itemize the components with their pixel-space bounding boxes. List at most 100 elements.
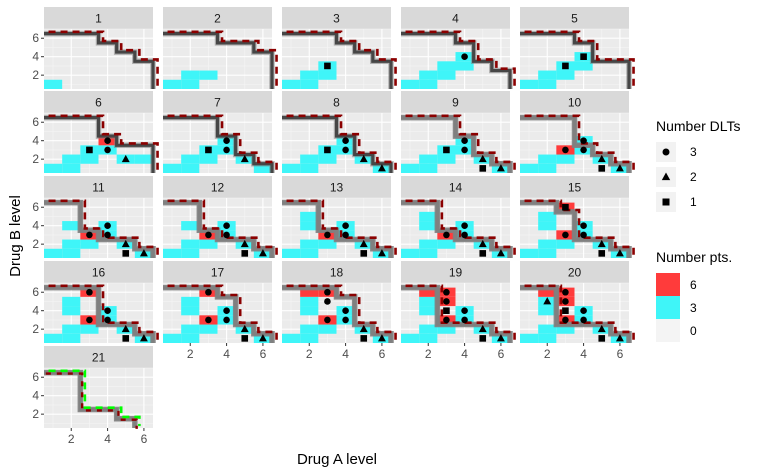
tile-cell bbox=[419, 79, 438, 89]
facet-strip bbox=[163, 7, 272, 29]
estimated-contour bbox=[286, 114, 397, 172]
facet-strip bbox=[44, 91, 153, 113]
dlt-point bbox=[562, 307, 569, 314]
y-tick-label: 6 bbox=[32, 285, 39, 299]
facet-panel-18: 18 bbox=[282, 261, 397, 343]
estimated-contour bbox=[524, 114, 635, 172]
dlt-point bbox=[121, 154, 130, 163]
facet-strip bbox=[401, 176, 510, 198]
tile-cell bbox=[401, 163, 420, 173]
dlt-point bbox=[86, 231, 93, 239]
dlt-point bbox=[104, 137, 111, 144]
dlt-point bbox=[580, 137, 587, 144]
tile-cell bbox=[80, 239, 99, 249]
y-tick-label: 4 bbox=[32, 219, 39, 233]
facet-strip bbox=[520, 91, 629, 113]
mtd-boundary-band bbox=[163, 114, 275, 173]
estimated-contour bbox=[405, 114, 516, 172]
facet-strip-label: 12 bbox=[211, 181, 225, 195]
tile-cell bbox=[300, 248, 319, 258]
facet-panel-3: 3 bbox=[282, 7, 397, 89]
dlt-point bbox=[377, 249, 386, 257]
dlt-point bbox=[461, 146, 468, 154]
y-tick-label: 4 bbox=[32, 134, 39, 148]
mtd-boundary-band bbox=[282, 114, 394, 173]
tile-cell bbox=[419, 154, 438, 164]
dlt-point bbox=[580, 53, 587, 60]
y-tick-label: 4 bbox=[32, 304, 39, 318]
facet-strip-label: 11 bbox=[92, 181, 105, 195]
tile-cell bbox=[419, 333, 438, 343]
facet-strip-label: 6 bbox=[95, 96, 102, 110]
dlt-point bbox=[121, 239, 130, 248]
tile-cell bbox=[455, 61, 474, 71]
dlt-point bbox=[241, 250, 249, 257]
dlt-point bbox=[324, 288, 331, 296]
y-tick-label: 2 bbox=[32, 407, 39, 421]
tile-cell bbox=[300, 211, 319, 222]
tile-cell bbox=[62, 221, 81, 231]
dlt-point bbox=[562, 231, 569, 239]
facet-panel-7: 7 bbox=[163, 91, 278, 173]
estimated-contour bbox=[48, 284, 159, 342]
facet-panel-16: 16 2 4 6 bbox=[32, 261, 159, 343]
facet-strip-label: 17 bbox=[211, 266, 225, 280]
tile-cell bbox=[300, 163, 319, 173]
legend-pts-title: Number pts. bbox=[656, 249, 732, 265]
dlt-point bbox=[461, 316, 468, 324]
mtd-boundary-band bbox=[401, 114, 513, 173]
dlt-point bbox=[240, 324, 249, 333]
tile-cell bbox=[300, 70, 319, 80]
tile-cell bbox=[181, 296, 200, 307]
tile-cell bbox=[520, 163, 539, 173]
tile-cell bbox=[181, 248, 200, 258]
dlt-point bbox=[562, 62, 569, 70]
estimated-contour bbox=[405, 30, 516, 88]
estimated-contour bbox=[524, 284, 635, 342]
tile-cell bbox=[318, 70, 337, 80]
dlt-point bbox=[121, 324, 130, 333]
dlt-point bbox=[359, 239, 368, 248]
estimated-contour bbox=[405, 199, 516, 257]
facet-strip-label: 20 bbox=[568, 266, 582, 280]
dlt-point bbox=[104, 231, 111, 239]
dlt-point bbox=[258, 249, 267, 257]
x-tick-label: 2 bbox=[68, 432, 75, 446]
tile-cell bbox=[181, 70, 200, 80]
tile-cell bbox=[556, 239, 575, 249]
tile-cell bbox=[181, 79, 200, 89]
tile-cell bbox=[437, 61, 456, 71]
mtd-boundary-band bbox=[163, 30, 275, 89]
facet-strip bbox=[282, 176, 391, 198]
estimated-contour bbox=[48, 114, 159, 172]
dlt-point bbox=[597, 154, 606, 163]
tile-cell bbox=[300, 221, 319, 231]
tile-cell bbox=[538, 324, 557, 334]
tile-cell bbox=[419, 248, 438, 258]
facet-strip-label: 18 bbox=[330, 266, 344, 280]
tile-cell bbox=[300, 287, 319, 297]
tile-cell bbox=[437, 324, 456, 334]
mtd-boundary-band bbox=[163, 199, 275, 258]
tile-cell bbox=[181, 221, 200, 231]
facet-panel-1: 1 2 4 6 bbox=[32, 7, 159, 89]
y-tick-label: 4 bbox=[32, 50, 39, 64]
dlt-point bbox=[241, 335, 249, 342]
tile-cell bbox=[419, 239, 438, 249]
x-tick-label: 4 bbox=[461, 347, 468, 361]
tile-cell bbox=[419, 221, 438, 231]
legend-pts-swatch bbox=[656, 319, 680, 342]
dlt-point bbox=[479, 335, 487, 342]
tile-cell bbox=[181, 154, 200, 164]
facet-strip bbox=[401, 91, 510, 113]
x-tick-label: 2 bbox=[187, 347, 194, 361]
facet-panel-20: 20 bbox=[520, 261, 635, 343]
dlt-point bbox=[562, 203, 569, 211]
y-tick-label: 2 bbox=[32, 237, 39, 251]
facet-strip-label: 10 bbox=[568, 96, 582, 110]
legend-dlt-symbol bbox=[662, 198, 670, 206]
tile-cell bbox=[300, 296, 319, 307]
legend-dlts-title: Number DLTs bbox=[656, 118, 741, 134]
estimated-contour bbox=[167, 199, 278, 257]
